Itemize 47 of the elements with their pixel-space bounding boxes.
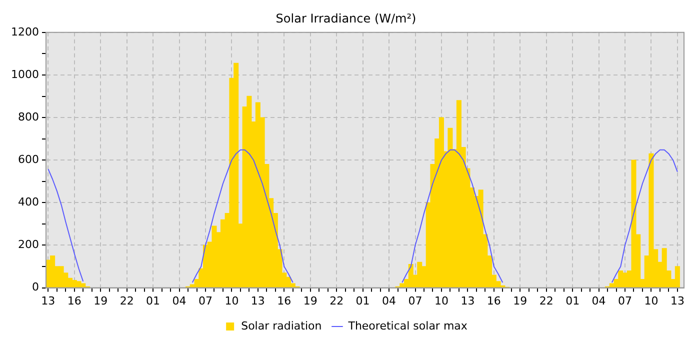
x-tick-label: 10 (644, 294, 658, 308)
x-tick-label: 13 (670, 294, 684, 308)
x-tick-label: 10 (224, 294, 239, 308)
chart-title: Solar Irradiance (W/m²) (276, 11, 416, 26)
x-tick-label: 19 (303, 294, 318, 308)
y-tick-label: 1000 (10, 68, 39, 81)
x-tick-label: 07 (618, 294, 632, 308)
x-tick-label: 22 (120, 294, 134, 308)
legend-label: Solar radiation (241, 319, 322, 332)
x-tick-label: 07 (408, 294, 422, 308)
x-tick-label: 19 (513, 294, 528, 308)
x-tick-label: 19 (94, 294, 108, 308)
y-tick-label: 200 (18, 238, 39, 252)
bar (631, 160, 636, 288)
x-tick-label: 07 (198, 294, 212, 308)
bar (674, 266, 680, 288)
x-tick-label: 22 (330, 294, 344, 308)
x-tick-label: 10 (434, 294, 448, 308)
x-tick-label: 13 (250, 294, 265, 308)
x-tick-label: 13 (460, 294, 475, 308)
x-tick-label: 22 (539, 294, 554, 308)
x-tick-label: 16 (277, 294, 292, 308)
bar (246, 96, 252, 288)
bar (212, 226, 217, 288)
x-tick-label: 04 (382, 294, 396, 308)
x-tick-label: 01 (356, 294, 370, 308)
x-tick-label: 04 (172, 294, 186, 308)
x-tick-label: 04 (592, 294, 606, 308)
x-tick-label: 16 (67, 294, 82, 308)
bar (80, 283, 86, 288)
x-tick-label: 16 (486, 294, 501, 308)
y-tick-label: 400 (18, 196, 39, 209)
bar (448, 128, 453, 288)
y-tick-label: 0 (32, 280, 39, 294)
legend-label: Theoretical solar max (347, 319, 468, 332)
y-tick-label: 1200 (10, 25, 39, 38)
y-tick-label: 800 (18, 110, 39, 124)
y-tick-label: 600 (18, 152, 39, 166)
bar (438, 117, 444, 288)
bar (50, 256, 56, 288)
bar (609, 283, 614, 288)
bar (648, 153, 654, 288)
x-tick-label: 01 (146, 294, 160, 308)
x-tick-label: 13 (41, 294, 56, 308)
bar (662, 248, 667, 288)
x-tick-label: 01 (566, 294, 580, 308)
bar (400, 283, 405, 288)
